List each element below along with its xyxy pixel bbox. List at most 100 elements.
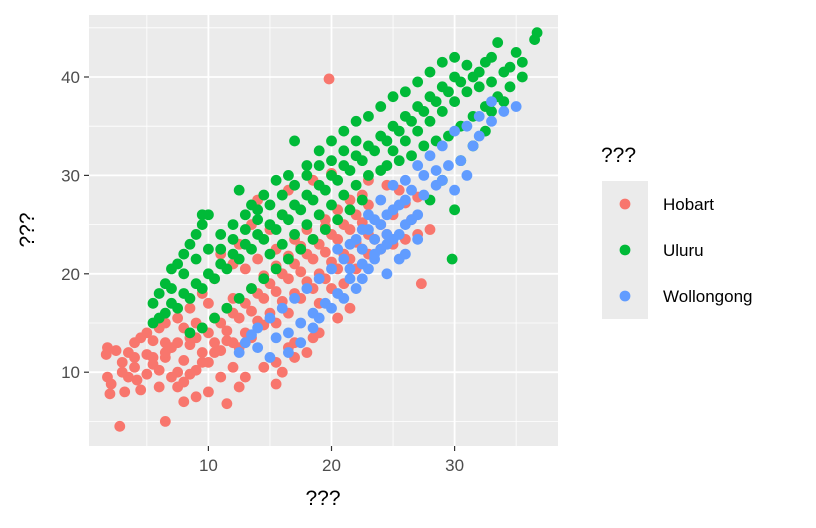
data-point: [399, 110, 411, 122]
data-point: [233, 381, 245, 393]
data-point: [246, 329, 257, 341]
data-point: [406, 184, 417, 196]
data-point: [276, 189, 288, 201]
data-point: [221, 325, 233, 337]
data-point: [153, 288, 165, 299]
data-point: [105, 378, 117, 390]
x-tick-label: 30: [445, 456, 464, 475]
data-point: [264, 199, 276, 211]
data-point: [233, 184, 245, 196]
data-point: [258, 361, 270, 373]
data-point: [190, 391, 202, 403]
data-point: [258, 189, 270, 201]
data-point: [184, 238, 196, 250]
data-point: [159, 347, 171, 358]
data-point: [264, 352, 276, 363]
data-point: [424, 66, 436, 78]
data-point: [190, 278, 202, 290]
data-point: [393, 199, 405, 211]
data-point: [461, 169, 473, 181]
data-point: [344, 263, 356, 275]
data-point: [418, 140, 430, 152]
data-point: [399, 174, 411, 186]
data-point: [344, 224, 356, 235]
data-point: [449, 125, 460, 137]
data-point: [196, 356, 208, 368]
data-point: [350, 150, 362, 162]
data-point: [252, 342, 264, 353]
data-point: [239, 371, 251, 383]
data-point: [418, 169, 430, 181]
data-point: [399, 135, 411, 147]
data-point: [467, 71, 479, 83]
data-point: [301, 189, 313, 201]
data-point: [116, 356, 128, 368]
data-point: [307, 322, 319, 334]
data-point: [295, 266, 307, 278]
data-point: [147, 317, 159, 329]
data-point: [424, 150, 436, 162]
data-point: [289, 179, 300, 191]
data-point: [332, 233, 344, 245]
data-point: [221, 335, 233, 347]
data-point: [492, 37, 504, 48]
data-point: [159, 415, 171, 427]
data-point: [295, 243, 307, 255]
data-point: [141, 327, 153, 339]
data-point: [196, 209, 208, 221]
y-tick-label: 30: [61, 166, 80, 185]
data-point: [215, 258, 227, 270]
data-point: [436, 140, 448, 152]
data-point: [270, 286, 282, 297]
data-point: [486, 96, 497, 107]
data-point: [479, 56, 491, 68]
data-point: [233, 312, 245, 324]
y-axis-ticks: 10 20 30 40: [61, 68, 89, 382]
data-point: [172, 258, 184, 270]
data-point: [307, 253, 319, 265]
data-point: [486, 76, 497, 88]
data-point: [319, 224, 331, 235]
data-point: [473, 81, 485, 93]
data-points: [100, 27, 543, 432]
data-point: [449, 71, 460, 83]
data-point: [375, 130, 387, 142]
data-point: [449, 204, 460, 216]
data-point: [350, 283, 362, 294]
data-point: [461, 59, 473, 71]
data-point: [301, 169, 313, 181]
data-point: [486, 106, 497, 117]
data-point: [270, 174, 282, 186]
data-point: [498, 106, 510, 117]
data-point: [461, 120, 473, 132]
data-point: [147, 297, 159, 309]
data-point: [313, 145, 325, 157]
data-point: [283, 253, 294, 265]
data-point: [323, 73, 335, 85]
data-point: [356, 194, 368, 206]
data-point: [289, 229, 300, 240]
data-point: [252, 322, 264, 334]
data-point: [239, 337, 251, 349]
data-point: [203, 268, 214, 280]
data-point: [449, 184, 460, 196]
legend-title: ???: [601, 144, 636, 167]
data-point: [215, 229, 227, 240]
legend-key: [619, 290, 631, 302]
data-point: [203, 386, 214, 398]
data-point: [289, 135, 300, 147]
data-point: [227, 248, 239, 260]
data-point: [209, 312, 220, 324]
data-point: [443, 160, 454, 171]
data-point: [258, 292, 270, 304]
data-point: [227, 219, 239, 230]
data-point: [301, 160, 313, 171]
legend-items: Hobart Uluru Wollongong: [602, 181, 752, 319]
data-point: [172, 337, 184, 349]
data-point: [504, 81, 516, 93]
legend-key: [619, 244, 631, 256]
data-point: [338, 253, 350, 265]
data-point: [424, 115, 436, 127]
data-point: [486, 115, 497, 127]
data-point: [363, 110, 374, 122]
